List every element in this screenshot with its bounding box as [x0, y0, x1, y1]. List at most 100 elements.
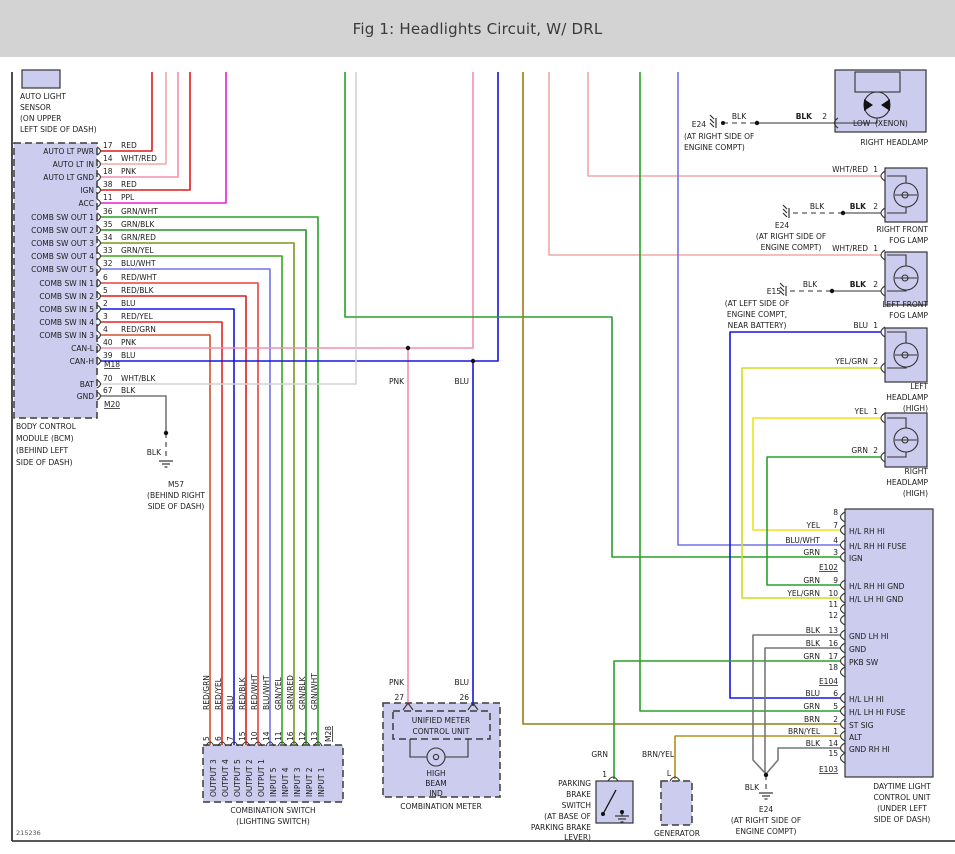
right-headlamp-box	[834, 69, 927, 133]
dlcu-pin-arc	[839, 730, 846, 742]
bcm-wire-color: RED	[121, 180, 137, 189]
bcm-pin-number: 6	[103, 273, 108, 282]
dlcu-pin-number: 18	[828, 663, 838, 672]
generator-wire-color: BRN/YEL	[642, 750, 675, 759]
wire-redgrn	[101, 334, 211, 745]
left-high-pin2-number: 2	[873, 357, 878, 366]
bcm-pin-name: COMB SW IN 1	[39, 279, 94, 288]
right-high-pin2-number: 2	[873, 446, 878, 455]
bcm-wire-color: BLK	[121, 386, 136, 395]
dlcu-wire-color: BLU	[806, 689, 820, 698]
generator-terminal-label: L	[667, 769, 672, 778]
combination-switch-box	[202, 744, 344, 803]
high-beam-ind-label: BEAM	[425, 779, 447, 788]
wire-whtred-left-fog	[548, 72, 881, 256]
left-fog-gnd-wire-color: BLK	[803, 280, 818, 289]
xenon-pin-wire-color: BLK	[796, 112, 813, 121]
bcm-pin-arc	[96, 317, 102, 327]
comb-pin-number: 11	[274, 731, 283, 741]
comb-pin-number: 12	[298, 731, 307, 741]
wire-whtred-pin14	[101, 72, 167, 165]
bcm-caption: (BEHIND LEFT	[16, 446, 69, 455]
dlcu-pin-arc	[839, 592, 846, 604]
wire-brnyel-alt	[674, 735, 841, 779]
auto-light-sensor-caption: AUTO LIGHT	[20, 92, 66, 101]
dlcu-pin-function: IGN	[849, 554, 863, 563]
comb-pin-function: OUTPUT 2	[245, 759, 254, 797]
wire-ppl-pin11	[101, 72, 227, 204]
wire-redyel	[101, 321, 223, 745]
unified-meter-label: CONTROL UNIT	[413, 727, 470, 736]
right-fog-pin1-color: WHT/RED	[832, 165, 868, 174]
comb-pin-arc	[229, 741, 239, 747]
high-beam-ind-label: HIGH	[426, 769, 445, 778]
comb-pin-number: 15	[238, 731, 247, 741]
bcm-pin-arc	[96, 185, 102, 195]
right-high-bulb-icon	[887, 417, 919, 458]
bcm-pin-arc	[96, 304, 102, 314]
bcm-pin-arc	[96, 251, 102, 261]
wire-redblk	[101, 295, 247, 745]
wire-pnk-pin18	[101, 72, 179, 178]
right-high-caption: (HIGH)	[903, 489, 928, 498]
bcm-wire-color: PNK	[121, 338, 137, 347]
labels: AUTO LIGHT SENSOR (ON UPPER LEFT SIDE OF…	[16, 92, 931, 842]
unified-meter-control-unit-box	[392, 710, 491, 740]
comb-wire-color: RED/GRN	[202, 675, 211, 710]
high-beam-ind-label: IND	[429, 789, 443, 798]
comb-switch-pins: RED/GRN 5 OUTPUT 3 RED/YEL 6 OUTPUT 4 BLU 7 OUTP…	[202, 673, 326, 797]
dlcu-pin-function: GND	[849, 645, 866, 654]
dlcu-caption: (UNDER LEFT	[877, 804, 927, 813]
right-high-caption: HEADLAMP	[886, 478, 928, 487]
dlcu-pin-arc	[839, 642, 846, 654]
bcm-pin-arc	[96, 212, 102, 222]
bcm-caption: SIDE OF DASH)	[16, 458, 73, 467]
comb-wire-color: GRN/YEL	[274, 677, 283, 710]
comb-pin-function: INPUT 4	[281, 767, 290, 797]
bcm-pin-name: ACC	[79, 199, 94, 208]
right-headlamp-internals	[835, 71, 901, 124]
bcm-pin-number: 35	[103, 220, 113, 229]
left-high-caption: (HIGH)	[903, 404, 928, 413]
bcm-pin-number: 36	[103, 207, 113, 216]
canh-wire-color-label: BLU	[455, 377, 469, 386]
dlcu-pin-function: GND RH HI	[849, 745, 890, 754]
wires	[101, 72, 881, 791]
bcm-pin-arc	[96, 172, 102, 182]
bcm-pin-number: 11	[103, 193, 113, 202]
bcm-pin-number: 17	[103, 141, 113, 150]
dlcu-pin-arc	[839, 742, 846, 754]
wire-blk-gnd67	[101, 395, 167, 433]
dlcu-pin-number: 12	[828, 611, 838, 620]
bcm-pin-name: COMB SW OUT 2	[31, 226, 94, 235]
xenon-arc-icon	[881, 99, 890, 111]
figure-title: Fig 1: Headlights Circuit, W/ DRL	[352, 19, 603, 38]
bulb-icons	[887, 175, 919, 458]
right-fog-caption: RIGHT FRONT	[877, 225, 929, 234]
bcm-caption: MODULE (BCM)	[16, 434, 74, 443]
bcm-wire-color: RED/YEL	[121, 312, 154, 321]
bcm-pin-name: AUTO LT IN	[53, 160, 94, 169]
dlcu-pin-arc	[839, 692, 846, 704]
wire-red-pin17	[101, 72, 153, 152]
pkb-caption: PARKING BRAKE	[531, 823, 591, 832]
wire-blu-comb	[101, 308, 235, 745]
left-high-caption: LEFT	[910, 382, 928, 391]
bcm-pin-name: CAN-H	[70, 357, 94, 366]
dlcu-pin-number: 14	[828, 739, 838, 748]
dlcu-pin-number: 8	[833, 508, 838, 517]
dlcu-pin-arc	[839, 629, 846, 641]
bcm-wire-color: WHT/RED	[121, 154, 157, 163]
ground-tap-e24-fog-icon	[782, 204, 790, 218]
dlcu-connector: E103	[819, 765, 838, 774]
comb-pin-function: INPUT 2	[305, 767, 314, 797]
comb-pin-function: INPUT 1	[317, 767, 326, 797]
wire-whtred-right-fog	[587, 72, 881, 177]
bcm-pin-arc	[96, 379, 102, 389]
dlcu-pin-arc	[839, 579, 846, 591]
junction-dots	[163, 120, 846, 778]
bcm-wire-color: RED/WHT	[121, 273, 157, 282]
left-high-bulb-icon	[887, 331, 919, 369]
wire-grn-lh-fuse	[639, 72, 841, 712]
